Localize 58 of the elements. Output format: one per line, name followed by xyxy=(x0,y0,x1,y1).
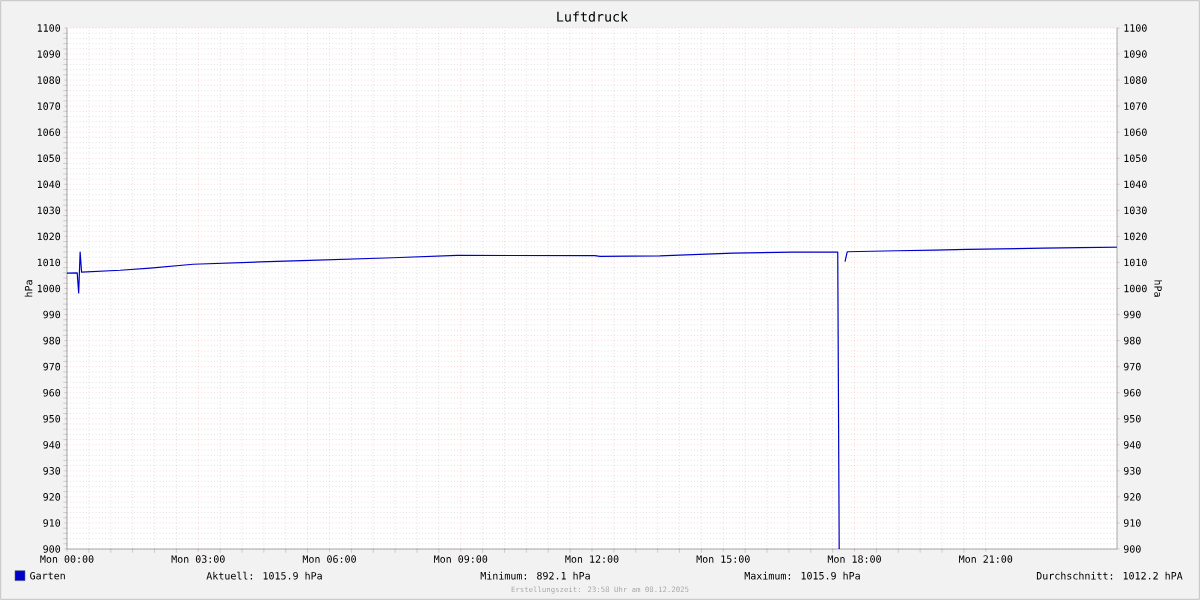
y-tick-label: 1060 xyxy=(37,128,61,136)
x-tick-label: Mon 00:00 xyxy=(40,555,94,563)
x-tick-label: Mon 15:00 xyxy=(696,555,750,563)
x-tick-label: Mon 03:00 xyxy=(171,555,225,563)
y2-tick-label: 1100 xyxy=(1124,24,1147,32)
y2-tick-label: 950 xyxy=(1123,414,1141,423)
y-tick-label: 940 xyxy=(43,441,61,449)
y2-tick-label: 930 xyxy=(1123,467,1141,475)
y-tick-label: 970 xyxy=(43,362,61,371)
y2-tick-label: 910 xyxy=(1123,519,1141,527)
text: Maximum: 1015.9 hPa xyxy=(744,571,860,580)
y2-tick-label: 940 xyxy=(1123,441,1141,449)
y-tick-label: 950 xyxy=(43,414,61,423)
y-tick-label: 960 xyxy=(43,388,61,397)
legend-label: Garten xyxy=(30,571,65,580)
y-tick-label: 980 xyxy=(43,336,61,345)
y-tick-label: 930 xyxy=(43,467,61,475)
y2-tick-label: 990 xyxy=(1123,310,1141,319)
y2-tick-label: 1010 xyxy=(1124,258,1147,267)
y2-tick-label: 1030 xyxy=(1124,206,1147,215)
y2-tick-label: 1040 xyxy=(1124,180,1147,189)
x-tick-label: Mon 18:00 xyxy=(827,555,881,563)
y-tick-label: 1070 xyxy=(37,102,61,110)
y2-tick-label: 1060 xyxy=(1124,128,1147,136)
y2-tick-label: 900 xyxy=(1123,545,1141,553)
y-tick-label: 910 xyxy=(43,519,61,527)
y-tick-label: 1030 xyxy=(37,206,61,215)
y2-tick-label: 960 xyxy=(1123,388,1141,397)
y2-tick-label: 1020 xyxy=(1124,232,1147,241)
y-tick-label: 1050 xyxy=(37,154,61,163)
x-tick-label: Mon 09:00 xyxy=(434,555,488,563)
y-tick-label: 1090 xyxy=(37,50,61,58)
y-tick-label: 1000 xyxy=(37,284,61,293)
y-tick-label: 1080 xyxy=(37,76,61,84)
y-tick-label: 1040 xyxy=(37,180,61,189)
y-tick-label: 990 xyxy=(43,310,61,319)
y-tick-label: 900 xyxy=(43,545,61,553)
x-tick-label: Mon 12:00 xyxy=(565,555,619,563)
y-tick-label: 1010 xyxy=(37,258,61,267)
y-tick-label: 1100 xyxy=(37,24,61,32)
y2-tick-label: 1090 xyxy=(1124,50,1147,58)
y-axis-title: hPa xyxy=(24,280,33,297)
text: Durchschnitt: 1012.2 hPA xyxy=(1036,571,1183,580)
y-tick-label: 920 xyxy=(43,493,61,501)
y2-tick-label: 920 xyxy=(1123,493,1141,501)
x-tick-label: Mon 21:00 xyxy=(959,555,1013,563)
chart-title: Luftdruck xyxy=(557,11,628,22)
y2-tick-label: 970 xyxy=(1123,362,1141,371)
x-tick-label: Mon 06:00 xyxy=(302,555,356,563)
text: Aktuell: 1015.9 hPa xyxy=(206,571,322,580)
y2-tick-label: 1080 xyxy=(1124,76,1147,84)
y2-tick-label: 1050 xyxy=(1124,154,1147,163)
text: Minimum: 892.1 hPa xyxy=(480,571,590,580)
y2-tick-label: 1070 xyxy=(1124,102,1147,110)
y-tick-label: 1020 xyxy=(37,232,61,241)
y2-tick-label: 980 xyxy=(1123,336,1141,345)
y2-tick-label: 1000 xyxy=(1124,284,1147,293)
y2-axis-title: hPa xyxy=(1154,280,1163,297)
